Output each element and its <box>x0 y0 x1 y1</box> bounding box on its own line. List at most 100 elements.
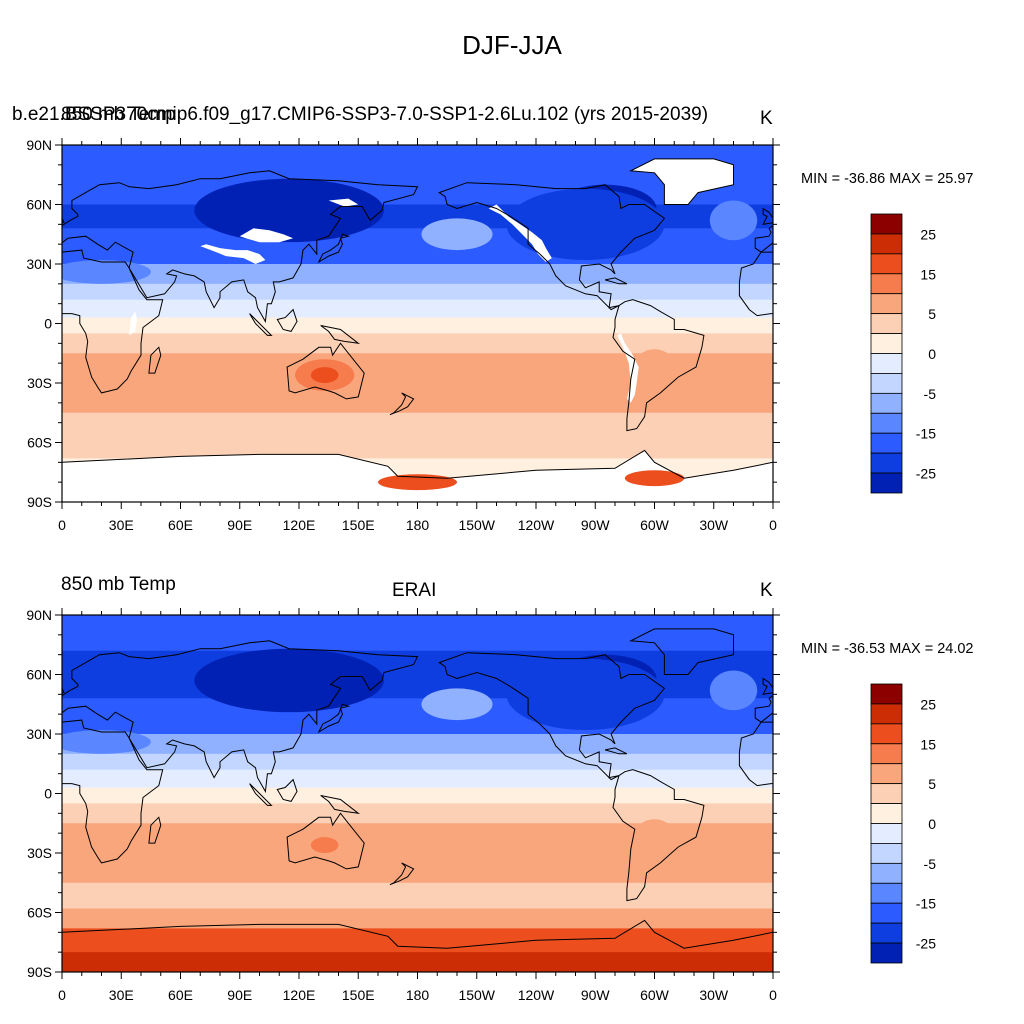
colorbar-box <box>870 942 903 964</box>
coastline-britain <box>62 687 65 694</box>
coastline-antarctica <box>62 449 773 479</box>
coastline-namerica <box>438 182 666 311</box>
panel-1-units-label: K <box>760 108 773 129</box>
temperature-anomaly <box>421 688 493 721</box>
coastline-japan <box>317 233 351 264</box>
temperature-band <box>62 908 773 929</box>
colorbar-label: 15 <box>920 266 936 282</box>
coastline-nz <box>389 862 415 886</box>
temperature-band <box>62 769 773 789</box>
missing-data-mongolia <box>239 228 294 243</box>
panel-2-units-label: K <box>760 580 773 601</box>
temperature-band <box>62 952 773 972</box>
coastlines <box>62 158 773 479</box>
lon-tick-label: 150W <box>458 517 495 533</box>
temperature-band <box>62 803 773 824</box>
lat-tick-label: 60S <box>27 435 52 451</box>
colorbar-label: 5 <box>928 776 936 792</box>
temperature-anomaly <box>630 819 679 867</box>
missing-data-africaHigh <box>129 311 138 336</box>
colorbar-box <box>870 843 903 864</box>
colorbar-label: 0 <box>928 816 936 832</box>
colorbar-box <box>870 783 903 804</box>
temperature-band <box>62 438 773 459</box>
colorbar-label: 0 <box>928 346 936 362</box>
lat-tick-label: 0 <box>44 786 52 802</box>
colorbar-box <box>870 313 903 334</box>
coastline-newguinea <box>320 325 361 345</box>
missing-data-rockies <box>488 204 552 262</box>
panel-1-min-max: MIN = -36.86 MAX = 25.97 <box>801 171 974 187</box>
coastline-greenland <box>628 158 734 205</box>
map-axes: 90N 60N 30N 0 30S 60S 90S 0 30E 60E 90E 120E 150E 180… <box>26 607 780 1003</box>
temperature-band <box>62 264 773 285</box>
coastline-britain <box>762 677 773 695</box>
colorbar-box <box>870 472 903 494</box>
colorbar-label: -15 <box>916 426 936 442</box>
colorbar-label: 25 <box>920 696 936 712</box>
map-axes: 90N 60N 30N 0 30S 60S 90S 0 30E 60E 90E 120E 150E 180… <box>26 137 780 533</box>
lon-tick-label: 0 <box>769 517 777 533</box>
temperature-anomaly <box>624 470 685 487</box>
coastline-namerica <box>438 652 666 781</box>
coastline-greenland <box>628 628 734 675</box>
temperature-band <box>62 317 773 334</box>
lat-tick-label: 60N <box>26 667 52 683</box>
colorbar-box <box>870 882 903 904</box>
lon-tick-label: 180 <box>406 987 430 1003</box>
lon-tick-label: 90W <box>581 987 611 1003</box>
colorbar-label: -15 <box>916 896 936 912</box>
coastline-britain <box>762 207 773 225</box>
coastline-nz <box>389 392 415 416</box>
colorbar-box <box>870 233 903 255</box>
coastline-sumatra <box>249 313 273 336</box>
coastlines <box>62 628 773 972</box>
missing-data-tibet <box>200 244 266 264</box>
colorbar-box <box>870 213 903 235</box>
colorbar-box <box>870 823 903 844</box>
colorbar-label: 5 <box>928 306 936 322</box>
panel-2-colorbar: 25 15 5 0 -5 -15 -25 <box>870 683 936 964</box>
lon-tick-label: 30E <box>109 517 134 533</box>
temperature-band <box>62 333 773 354</box>
lon-tick-label: 60E <box>168 517 193 533</box>
temperature-band <box>62 650 773 675</box>
temperature-band <box>62 412 773 440</box>
temperature-band <box>62 299 773 319</box>
coastline-africa <box>62 249 164 394</box>
colorbar-label: -25 <box>916 936 936 952</box>
temperature-band <box>62 882 773 910</box>
colorbar-box <box>870 763 903 785</box>
lon-tick-label: 120W <box>518 987 555 1003</box>
colorbar-box <box>870 273 903 295</box>
lon-tick-label: 30W <box>699 987 729 1003</box>
lat-tick-label: 30S <box>27 845 52 861</box>
temperature-anomaly <box>310 837 339 853</box>
coastline-australia <box>286 812 365 870</box>
coastline-newguinea <box>320 795 361 815</box>
lat-tick-label: 30S <box>27 375 52 391</box>
temperature-anomaly <box>62 730 151 754</box>
panel-2-min-max: MIN = -36.53 MAX = 24.02 <box>801 641 974 657</box>
panel-2-map: 90N 60N 30N 0 30S 60S 90S 0 30E 60E 90E 120E 150E 180… <box>26 607 780 1003</box>
coastline-madagascar <box>148 346 162 374</box>
lat-tick-label: 90S <box>27 964 52 980</box>
lon-tick-label: 90W <box>581 517 611 533</box>
colorbar-box <box>870 333 903 354</box>
temperature-band <box>62 698 773 735</box>
panel-2-center-label: ERAI <box>392 580 437 601</box>
temperature-band <box>62 228 773 265</box>
lon-tick-label: 180 <box>406 517 430 533</box>
temperature-anomaly <box>95 361 128 385</box>
lon-tick-label: 120E <box>283 517 316 533</box>
lat-tick-label: 60S <box>27 905 52 921</box>
coastline-africa <box>62 719 164 864</box>
lon-tick-label: 120W <box>518 517 555 533</box>
colorbar-label: 15 <box>920 736 936 752</box>
figure-title: DJF-JJA <box>462 30 562 60</box>
coastline-samerica <box>612 299 705 432</box>
lon-tick-label: 90E <box>227 987 252 1003</box>
lon-tick-label: 0 <box>58 517 66 533</box>
temperature-band <box>62 615 773 652</box>
panel-1-center-label: b.e21.BSSP370cmip6.f09_g17.CMIP6-SSP3-7.… <box>12 104 709 125</box>
